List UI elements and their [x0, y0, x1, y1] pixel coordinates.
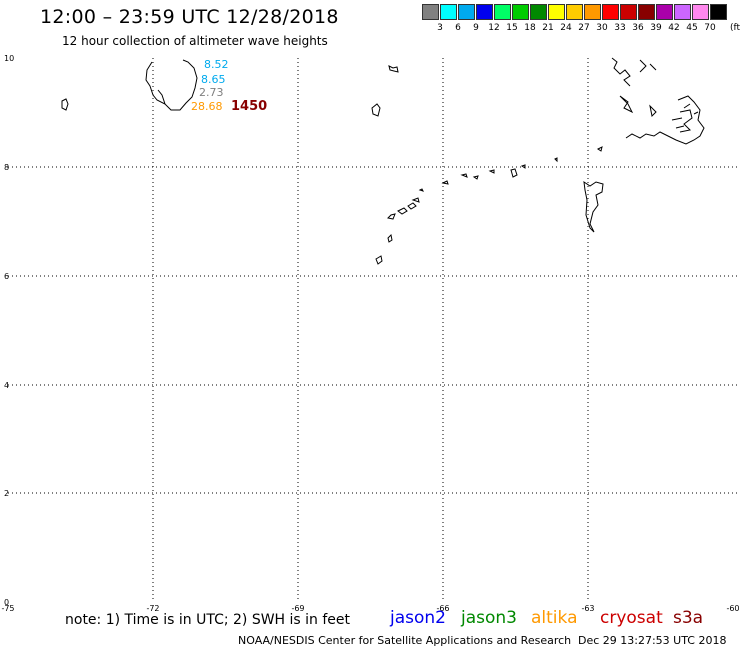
coastline-outlines: [61, 57, 705, 265]
scale-label: 6: [455, 23, 461, 33]
scale-label: 9: [473, 23, 479, 33]
satellite-altika: altika: [531, 608, 578, 628]
scale-swatch: [440, 4, 457, 20]
graticule: [8, 58, 740, 602]
footer-note: note: 1) Time is in UTC; 2) SWH is in fe…: [65, 612, 351, 628]
latitude-label: 0: [4, 598, 9, 607]
scale-label: 42: [668, 23, 680, 33]
scale-label: 70: [704, 23, 716, 33]
coastline-aruba: [61, 98, 69, 111]
latitude-label: 6: [4, 272, 9, 281]
longitude-label: -63: [581, 604, 594, 613]
scale-swatch: [422, 4, 439, 20]
scale-swatch: [656, 4, 673, 20]
satellite-s3a: s3a: [673, 608, 704, 628]
scale-swatch: [512, 4, 529, 20]
scale-swatch: [692, 4, 709, 20]
scale-label: 36: [632, 23, 644, 33]
coastline-trinidad: [583, 180, 604, 233]
wave-height-label: 8.52: [204, 58, 229, 71]
longitude-label: -69: [291, 604, 304, 613]
scale-swatch: [476, 4, 493, 20]
scale-label: 18: [524, 23, 536, 33]
scale-swatch: [584, 4, 601, 20]
scale-swatch: [458, 4, 475, 20]
coastline-paraguana: [145, 59, 198, 111]
scale-label: 30: [596, 23, 608, 33]
satellite-cryosat: cryosat: [600, 608, 663, 628]
scale-swatch: [566, 4, 583, 20]
scale-label: 24: [560, 23, 572, 33]
scale-label: 45: [686, 23, 698, 33]
coastline-islands: [386, 188, 424, 220]
scale-swatch: [674, 4, 691, 20]
scale-label: 3: [437, 23, 443, 33]
coastline-islands: [375, 233, 393, 265]
scale-swatch: [548, 4, 565, 20]
coastline-caribbean-north: [611, 57, 657, 118]
scale-label: 12: [488, 23, 500, 33]
scale-label: 15: [506, 23, 518, 33]
scale-swatch: [620, 4, 637, 20]
longitude-label: -72: [146, 604, 159, 613]
latitude-label: 4: [4, 381, 9, 390]
coastline-island: [388, 65, 399, 73]
latitude-label: 10: [4, 54, 14, 63]
wave-height-label: 8.65: [201, 73, 226, 86]
timestamp: Dec 29 13:27:53 UTC 2018: [578, 634, 727, 647]
coastline-island: [597, 146, 603, 152]
scale-swatch: [530, 4, 547, 20]
scale-swatch: [710, 4, 727, 20]
longitude-label: -66: [436, 604, 449, 613]
wave-height-label: 1450: [231, 99, 267, 114]
coastline-islands: [441, 157, 558, 185]
satellite-jason3: jason3: [461, 608, 517, 628]
wave-height-label: 2.73: [199, 86, 224, 99]
scale-label: 39: [650, 23, 662, 33]
scale-label: 33: [614, 23, 626, 33]
scale-swatch: [638, 4, 655, 20]
scale-unit: (ft): [730, 23, 740, 33]
page-subtitle: 12 hour collection of altimeter wave hei…: [62, 34, 328, 48]
coastline-island: [371, 103, 381, 117]
axis-labels: 10 8 6 4 2 0-75 -72 -69 -66 -63 -60: [1, 54, 739, 613]
satellite-jason2: jason2: [390, 608, 446, 628]
wave-height-label: 28.68: [191, 100, 223, 113]
longitude-label: -60: [726, 604, 739, 613]
longitude-label: -75: [1, 604, 14, 613]
scale-label: 27: [578, 23, 590, 33]
scale-swatch: [602, 4, 619, 20]
scale-swatch: [494, 4, 511, 20]
scale-label: 21: [542, 23, 554, 33]
coastline-guyana-delta: [625, 95, 705, 145]
latitude-label: 8: [4, 163, 9, 172]
page-title: 12:00 – 23:59 UTC 12/28/2018: [40, 6, 339, 28]
credit-line: NOAA/NESDIS Center for Satellite Applica…: [238, 634, 572, 647]
latitude-label: 2: [4, 489, 9, 498]
